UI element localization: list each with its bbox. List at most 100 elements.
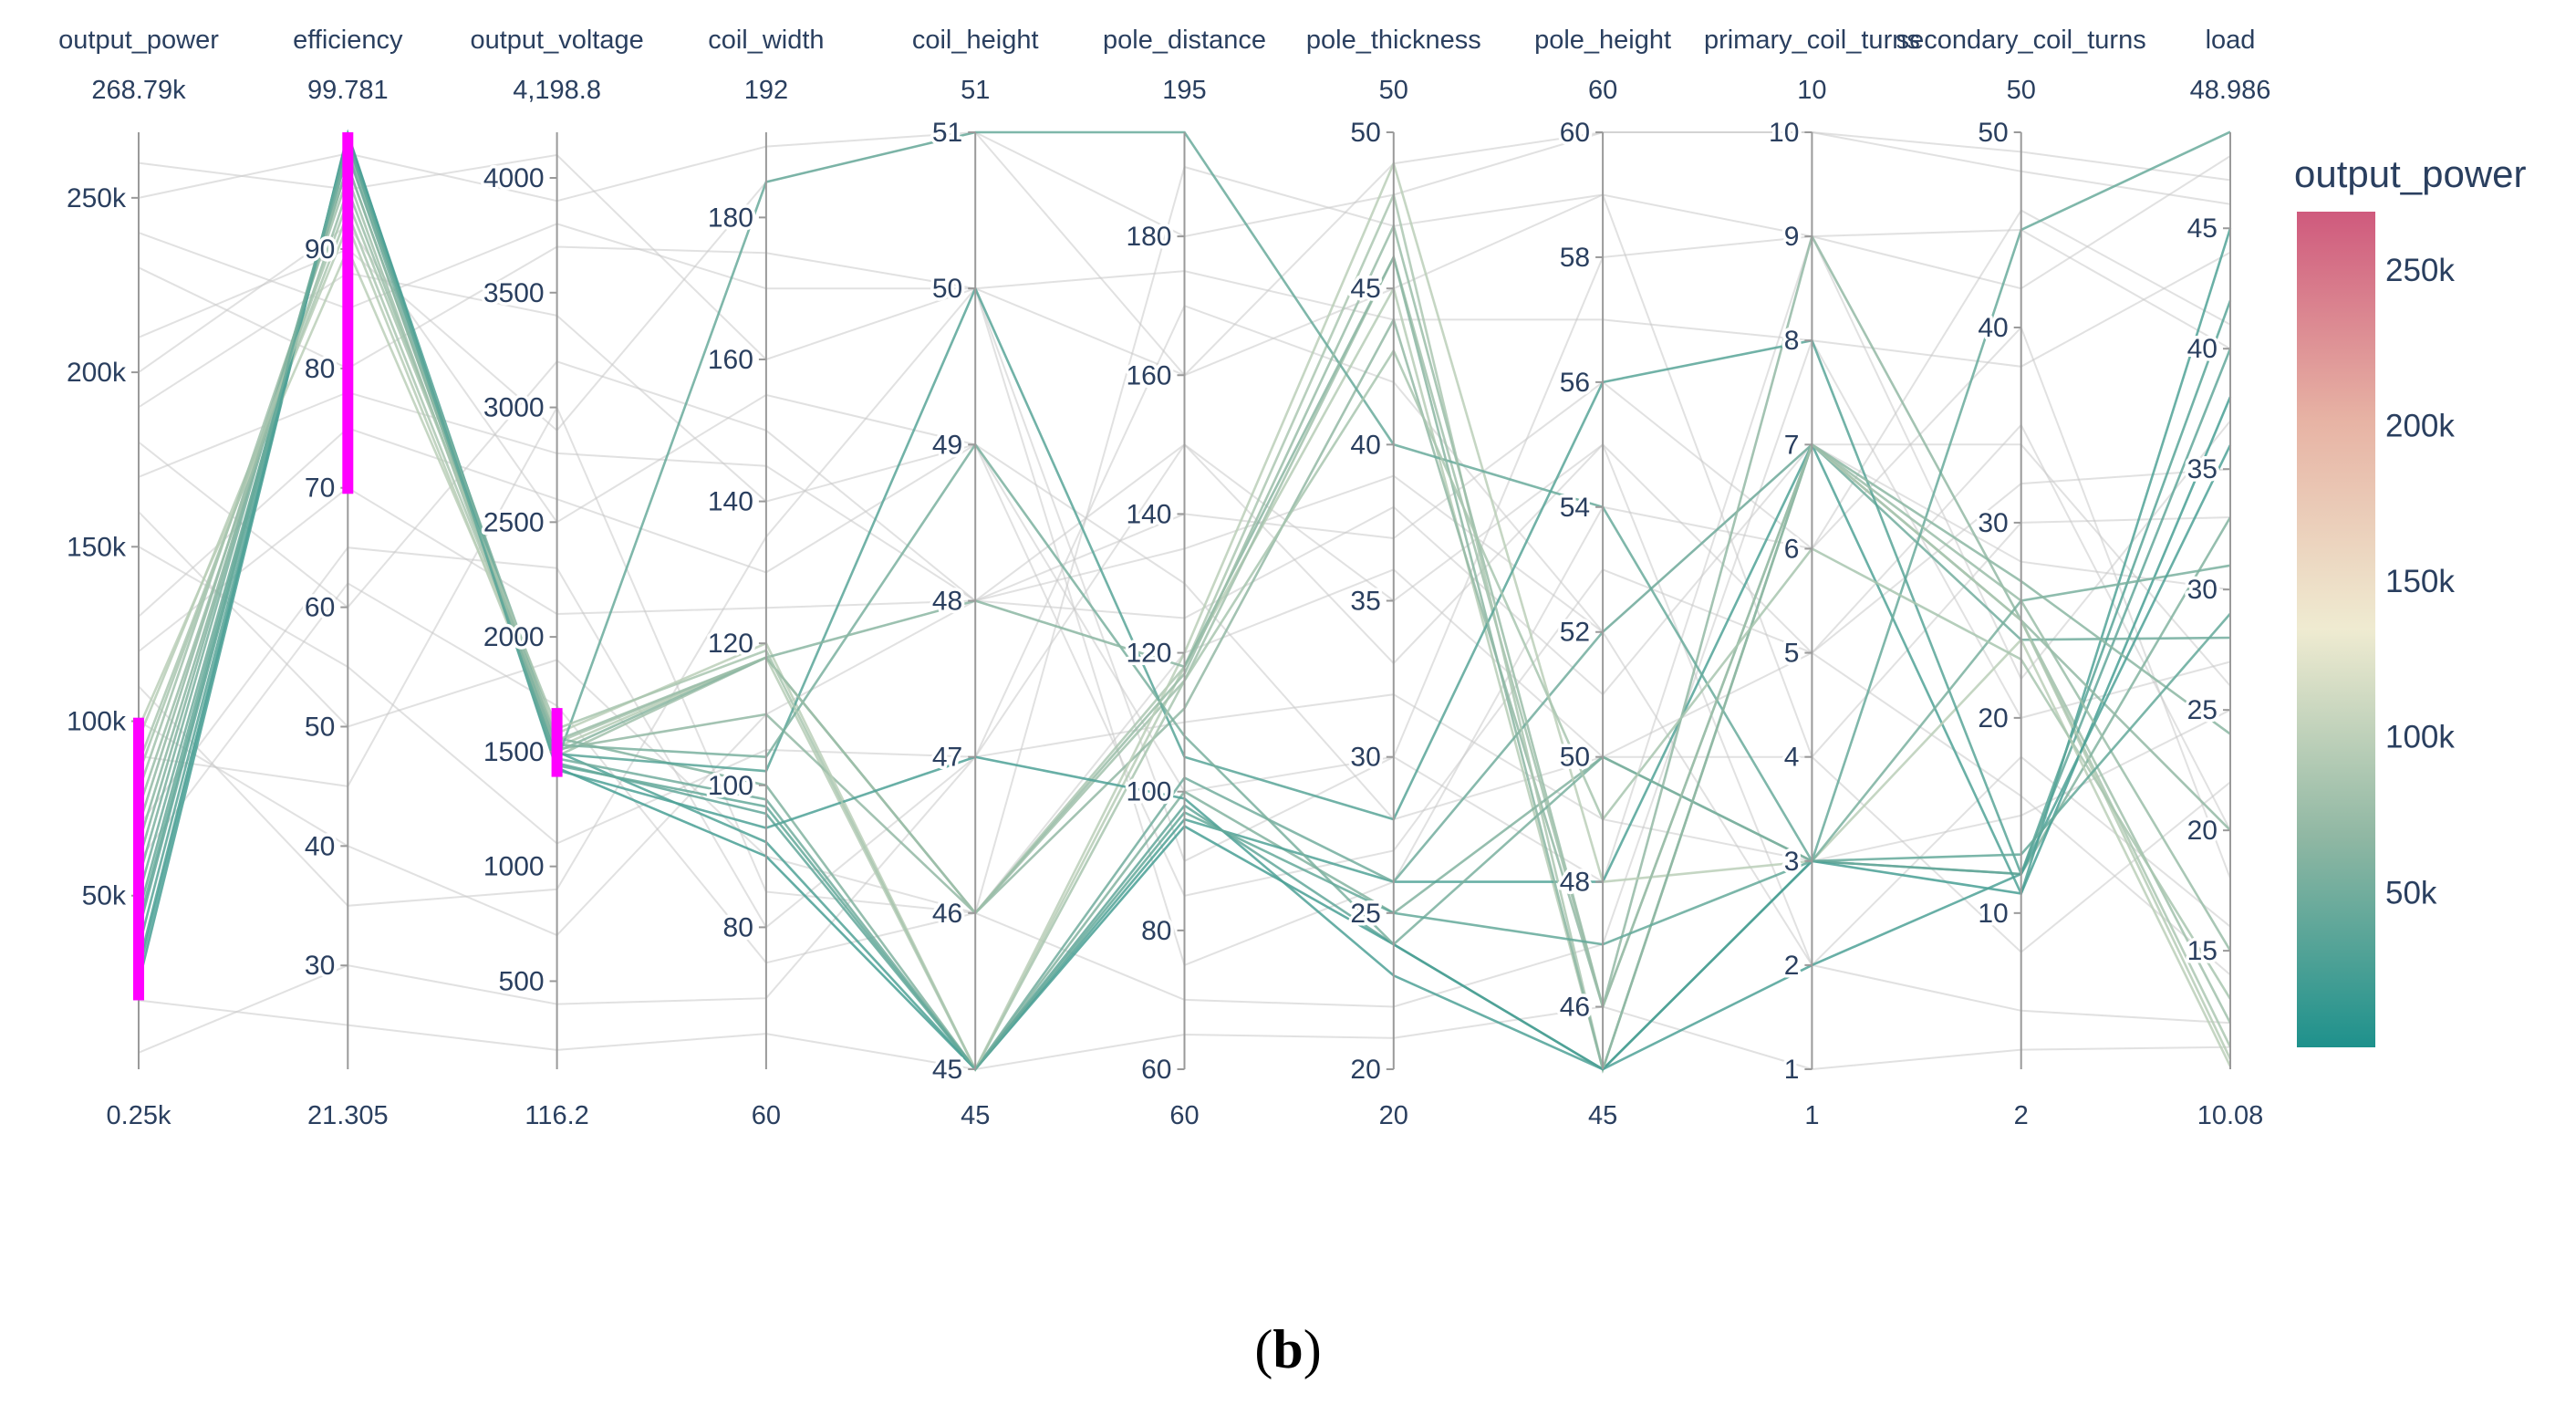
tick-label: 5 (1784, 639, 1800, 669)
tick-label: 140 (708, 487, 753, 517)
axis-title: coil_width (708, 26, 824, 55)
axis-min-label: 21.305 (307, 1101, 389, 1130)
tick-label-halo: 25 (1350, 899, 1380, 929)
tick-label-halo: 47 (932, 743, 962, 773)
tick-label-halo: 5 (1784, 639, 1800, 669)
tick-label-halo: 52 (1560, 618, 1590, 648)
tick-label-halo: 56 (1560, 368, 1590, 398)
axis-max-label: 195 (1162, 76, 1206, 105)
tick-label-halo: 40 (1978, 313, 2008, 343)
axis-title: output_power (58, 26, 219, 55)
tick-label: 56 (1560, 368, 1590, 398)
tick-label: 500 (499, 966, 545, 996)
tick-label: 30 (2187, 575, 2218, 605)
tick-label: 20 (1350, 1055, 1380, 1085)
tick-label: 40 (305, 831, 335, 861)
axis-max-label: 60 (1588, 76, 1617, 105)
colorbar-tick-label: 200k (2385, 409, 2455, 444)
tick-label: 50 (932, 274, 962, 304)
tick-label: 48 (1560, 868, 1590, 898)
axis-coil_height: coil_height51454545464647474848494950505… (912, 26, 1039, 1130)
colorbar-tick-label: 150k (2385, 564, 2455, 599)
tick-label: 1500 (483, 737, 545, 767)
brush-range[interactable] (342, 132, 354, 494)
axis-max-label: 50 (2007, 76, 2036, 105)
tick-label-halo: 100k (67, 707, 127, 737)
tick-label-halo: 49 (932, 430, 962, 460)
tick-label-halo: 40 (1350, 430, 1380, 460)
tick-label: 90 (305, 234, 335, 265)
tick-label-halo: 54 (1560, 493, 1590, 523)
axis-title: pole_height (1534, 26, 1671, 55)
tick-label: 10 (1769, 118, 1799, 148)
tick-label-halo: 51 (932, 118, 962, 148)
tick-label-halo: 50 (1560, 743, 1590, 773)
axis-load: load48.98610.081515202025253030353540404… (2184, 26, 2271, 1130)
brush-range[interactable] (133, 717, 144, 1001)
axis-secondary_coil_turns: secondary_coil_turns50210102020303040405… (1896, 26, 2146, 1130)
tick-label-halo: 60 (1141, 1055, 1171, 1085)
tick-label-halo: 7 (1784, 430, 1800, 460)
tick-label-halo: 140 (1126, 499, 1171, 529)
tick-label-halo: 60 (1560, 118, 1590, 148)
tick-label: 1000 (483, 852, 545, 882)
axis-min-label: 60 (752, 1101, 781, 1130)
tick-label-halo: 45 (932, 1055, 962, 1085)
brush-range[interactable] (551, 708, 563, 777)
tick-label: 46 (932, 899, 962, 929)
tick-label-halo: 30 (1350, 743, 1380, 773)
tick-label: 8 (1784, 326, 1800, 356)
tick-label-halo: 180 (708, 203, 753, 233)
tick-label-halo: 140 (708, 487, 753, 517)
tick-label-halo: 80 (723, 912, 753, 942)
parallel-coordinates-chart: output_power268.79k0.25k50k50k100k100k15… (58, 26, 2527, 1130)
tick-label-halo: 8 (1784, 326, 1800, 356)
tick-label: 3 (1784, 847, 1800, 877)
tick-label-halo: 9 (1784, 222, 1800, 252)
axis-title: pole_thickness (1306, 26, 1481, 55)
tick-label: 9 (1784, 222, 1800, 252)
colorbar: output_power 50k 100k 150k 200k 250k (2294, 152, 2527, 1047)
tick-label-halo: 1 (1784, 1055, 1800, 1085)
axis-primary_coil_turns: primary_coil_turns1011122334455667788991… (1704, 26, 1920, 1130)
axis-title: load (2206, 26, 2256, 55)
axis-title: efficiency (293, 26, 403, 55)
tick-label: 25 (2187, 695, 2218, 725)
tick-label: 70 (305, 473, 335, 504)
axis-max-label: 48.986 (2190, 76, 2271, 105)
axis-pole_height: pole_height60454646484850505252545456565… (1534, 26, 1671, 1130)
axis-pole_distance: pole_distance195606060808010010012012014… (1103, 26, 1266, 1130)
tick-label: 4 (1784, 743, 1800, 773)
tick-label: 80 (723, 912, 753, 942)
axis-title: pole_distance (1103, 26, 1266, 55)
tick-label: 48 (932, 587, 962, 617)
tick-label: 250k (67, 183, 127, 213)
tick-label: 3500 (483, 278, 545, 308)
tick-label: 45 (1350, 274, 1380, 304)
tick-label-halo: 40 (305, 831, 335, 861)
tick-label: 60 (1560, 118, 1590, 148)
tick-label-halo: 2500 (483, 507, 545, 537)
axis-min-label: 45 (961, 1101, 990, 1130)
tick-label: 20 (2187, 816, 2218, 846)
tick-label: 45 (932, 1055, 962, 1085)
tick-label: 35 (2187, 454, 2218, 484)
axis-max-label: 51 (961, 76, 990, 105)
colorbar-tick-label: 100k (2385, 720, 2455, 755)
axis-max-label: 50 (1379, 76, 1408, 105)
tick-label: 60 (305, 593, 335, 623)
tick-label-halo: 3000 (483, 393, 545, 423)
tick-label: 4000 (483, 163, 545, 193)
tick-label: 30 (1350, 743, 1380, 773)
tick-label-halo: 1000 (483, 852, 545, 882)
tick-label-halo: 150k (67, 532, 127, 562)
tick-label-halo: 160 (1126, 360, 1171, 390)
tick-label-halo: 250k (67, 183, 127, 213)
tick-label: 160 (708, 345, 753, 375)
tick-label-halo: 50 (932, 274, 962, 304)
axis-output_voltage: output_voltage4,198.8116.250050010001000… (470, 26, 643, 1130)
tick-label: 2500 (483, 507, 545, 537)
colorbar-title: output_power (2294, 152, 2527, 195)
axis-max-label: 10 (1797, 76, 1826, 105)
axis-pole_thickness: pole_thickness50202020252530303535404045… (1306, 26, 1481, 1130)
